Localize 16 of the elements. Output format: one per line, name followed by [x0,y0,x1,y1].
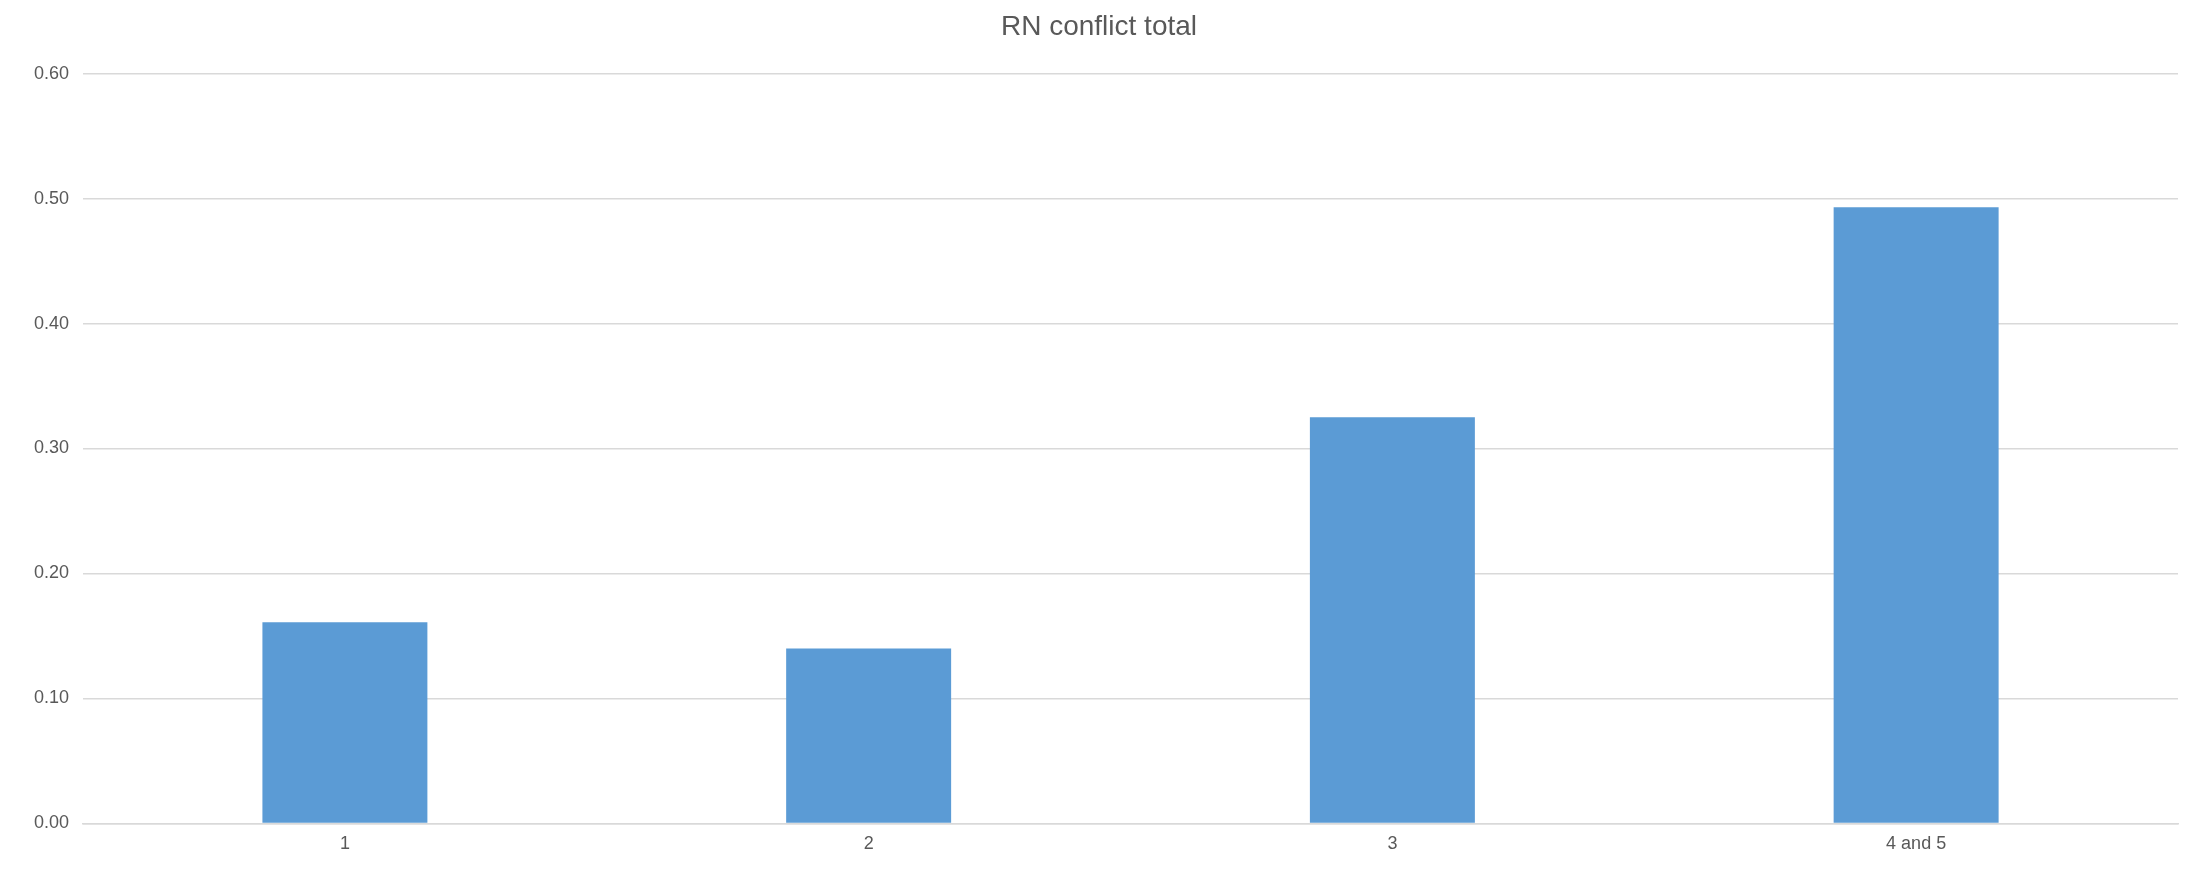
y-tick-label: 0.00 [33,812,70,833]
chart-title: RN conflict total [1000,9,1198,41]
x-tick-label: 1 [339,833,350,854]
y-tick-label: 0.50 [33,187,70,208]
y-tick-label: 0.20 [33,562,70,583]
bar [1309,417,1475,823]
y-tick-label: 0.30 [33,437,70,458]
y-tick-label: 0.60 [33,62,70,83]
y-tick-label: 0.10 [33,687,70,708]
bar [262,622,428,823]
x-tick-label: 4 and 5 [1886,833,1947,854]
bar [1833,207,1999,823]
x-tick-label: 3 [1387,833,1398,854]
bar [786,648,952,823]
x-tick-label: 2 [863,833,874,854]
y-tick-label: 0.40 [33,312,70,333]
